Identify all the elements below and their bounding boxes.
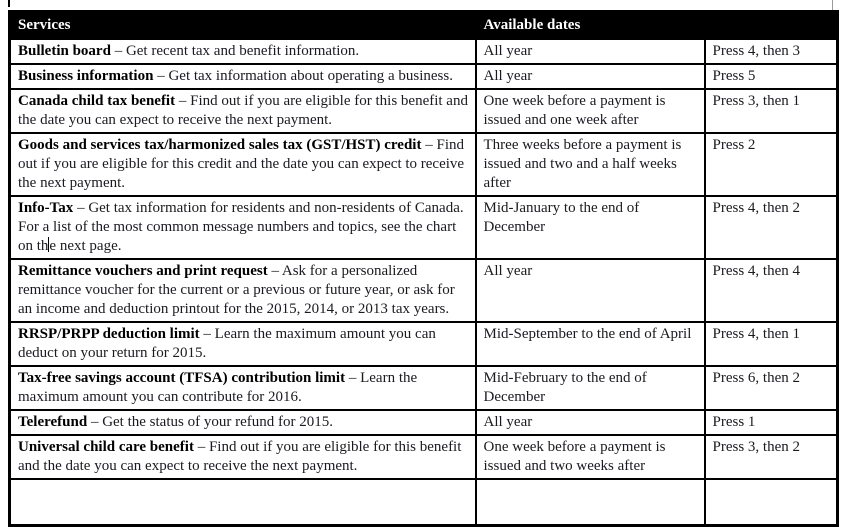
- service-cell-empty[interactable]: [8, 478, 477, 526]
- service-description: – Learn the maximum amount you can contr…: [18, 370, 418, 405]
- keys-cell[interactable]: Press 1: [703, 409, 839, 436]
- col-header-keys: [703, 10, 839, 40]
- keys-cell[interactable]: Press 4, then 4: [703, 258, 839, 323]
- dates-cell[interactable]: Three weeks before a payment is issued a…: [474, 132, 706, 197]
- service-title: Business information: [18, 68, 154, 84]
- service-cell[interactable]: Telerefund – Get the status of your refu…: [8, 409, 477, 436]
- service-description: – Find out if you are eligible for this …: [18, 137, 465, 191]
- service-description: – Get tax information about operating a …: [157, 68, 453, 84]
- keys-cell[interactable]: Press 2: [703, 132, 839, 197]
- dates-cell[interactable]: Mid-September to the end of April: [474, 321, 706, 367]
- keys-cell-empty[interactable]: [703, 478, 839, 526]
- service-title: Universal child care benefit: [18, 439, 194, 455]
- service-cell[interactable]: Universal child care benefit – Find out …: [8, 434, 477, 480]
- cutoff-border-artifact-right: [832, 0, 833, 11]
- table-row: Bulletin board – Get recent tax and bene…: [8, 38, 839, 65]
- service-title: Remittance vouchers and print request: [18, 263, 268, 279]
- col-header-services: Services: [8, 10, 477, 40]
- dates-cell[interactable]: All year: [474, 409, 706, 436]
- table-row: Universal child care benefit – Find out …: [8, 434, 839, 480]
- service-description: – Get tax information for residents and …: [18, 200, 464, 254]
- dates-cell[interactable]: Mid-February to the end of December: [474, 365, 706, 411]
- keys-cell[interactable]: Press 3, then 2: [703, 434, 839, 480]
- keys-cell[interactable]: Press 4, then 2: [703, 195, 839, 260]
- table-row: Tax-free savings account (TFSA) contribu…: [8, 365, 839, 411]
- service-description: – Learn the maximum amount you can deduc…: [18, 326, 436, 361]
- service-description: – Get the status of your refund for 2015…: [90, 414, 333, 430]
- table-row: Canada child tax benefit – Find out if y…: [8, 88, 839, 134]
- table-row: RRSP/PRPP deduction limit – Learn the ma…: [8, 321, 839, 367]
- keys-cell[interactable]: Press 4, then 1: [703, 321, 839, 367]
- table-header-row: Services Available dates: [8, 10, 839, 40]
- service-cell[interactable]: Canada child tax benefit – Find out if y…: [8, 88, 477, 134]
- service-title: Tax-free savings account (TFSA) contribu…: [18, 370, 346, 386]
- table-row: Remittance vouchers and print request – …: [8, 258, 839, 323]
- service-cell[interactable]: Info-Tax – Get tax information for resid…: [8, 195, 477, 260]
- dates-cell[interactable]: One week before a payment is issued and …: [474, 434, 706, 480]
- service-description: – Find out if you are eligible for this …: [18, 439, 462, 474]
- service-cell[interactable]: RRSP/PRPP deduction limit – Learn the ma…: [8, 321, 477, 367]
- dates-cell[interactable]: All year: [474, 63, 706, 90]
- service-title: RRSP/PRPP deduction limit: [18, 326, 200, 342]
- keys-cell[interactable]: Press 5: [703, 63, 839, 90]
- table-row: Telerefund – Get the status of your refu…: [8, 409, 839, 436]
- col-header-available-dates: Available dates: [474, 10, 706, 40]
- service-title: Info-Tax: [18, 200, 74, 216]
- service-title: Bulletin board: [18, 43, 111, 59]
- service-description: – Find out if you are eligible for this …: [18, 93, 468, 128]
- service-title: Canada child tax benefit: [18, 93, 176, 109]
- service-cell[interactable]: Remittance vouchers and print request – …: [8, 258, 477, 323]
- dates-cell[interactable]: Mid-January to the end of December: [474, 195, 706, 260]
- cutoff-border-artifact-left: [8, 0, 10, 7]
- service-description: – Get recent tax and benefit information…: [114, 43, 360, 59]
- dates-cell-empty[interactable]: [474, 478, 706, 526]
- dates-cell[interactable]: All year: [474, 258, 706, 323]
- keys-cell[interactable]: Press 4, then 3: [703, 38, 839, 65]
- table-row: Business information – Get tax informati…: [8, 63, 839, 90]
- service-description: – Ask for a personalized remittance vouc…: [18, 263, 455, 317]
- service-cell[interactable]: Bulletin board – Get recent tax and bene…: [8, 38, 477, 65]
- service-title: Goods and services tax/harmonized sales …: [18, 137, 422, 153]
- dates-cell[interactable]: All year: [474, 38, 706, 65]
- dates-cell[interactable]: One week before a payment is issued and …: [474, 88, 706, 134]
- service-cell[interactable]: Tax-free savings account (TFSA) contribu…: [8, 365, 477, 411]
- table-row: Goods and services tax/harmonized sales …: [8, 132, 839, 197]
- table-row: Info-Tax – Get tax information for resid…: [8, 195, 839, 260]
- text-cursor: [48, 237, 50, 252]
- service-title: Telerefund: [18, 414, 88, 430]
- keys-cell[interactable]: Press 6, then 2: [703, 365, 839, 411]
- service-cell[interactable]: Business information – Get tax informati…: [8, 63, 477, 90]
- partial-next-row: [8, 478, 839, 526]
- service-cell[interactable]: Goods and services tax/harmonized sales …: [8, 132, 477, 197]
- keys-cell[interactable]: Press 3, then 1: [703, 88, 839, 134]
- table-body: Bulletin board – Get recent tax and bene…: [8, 38, 839, 480]
- document-page: { "page": { "background": "#ffffff", "he…: [8, 0, 839, 527]
- services-table: Services Available dates Bulletin board …: [8, 10, 839, 527]
